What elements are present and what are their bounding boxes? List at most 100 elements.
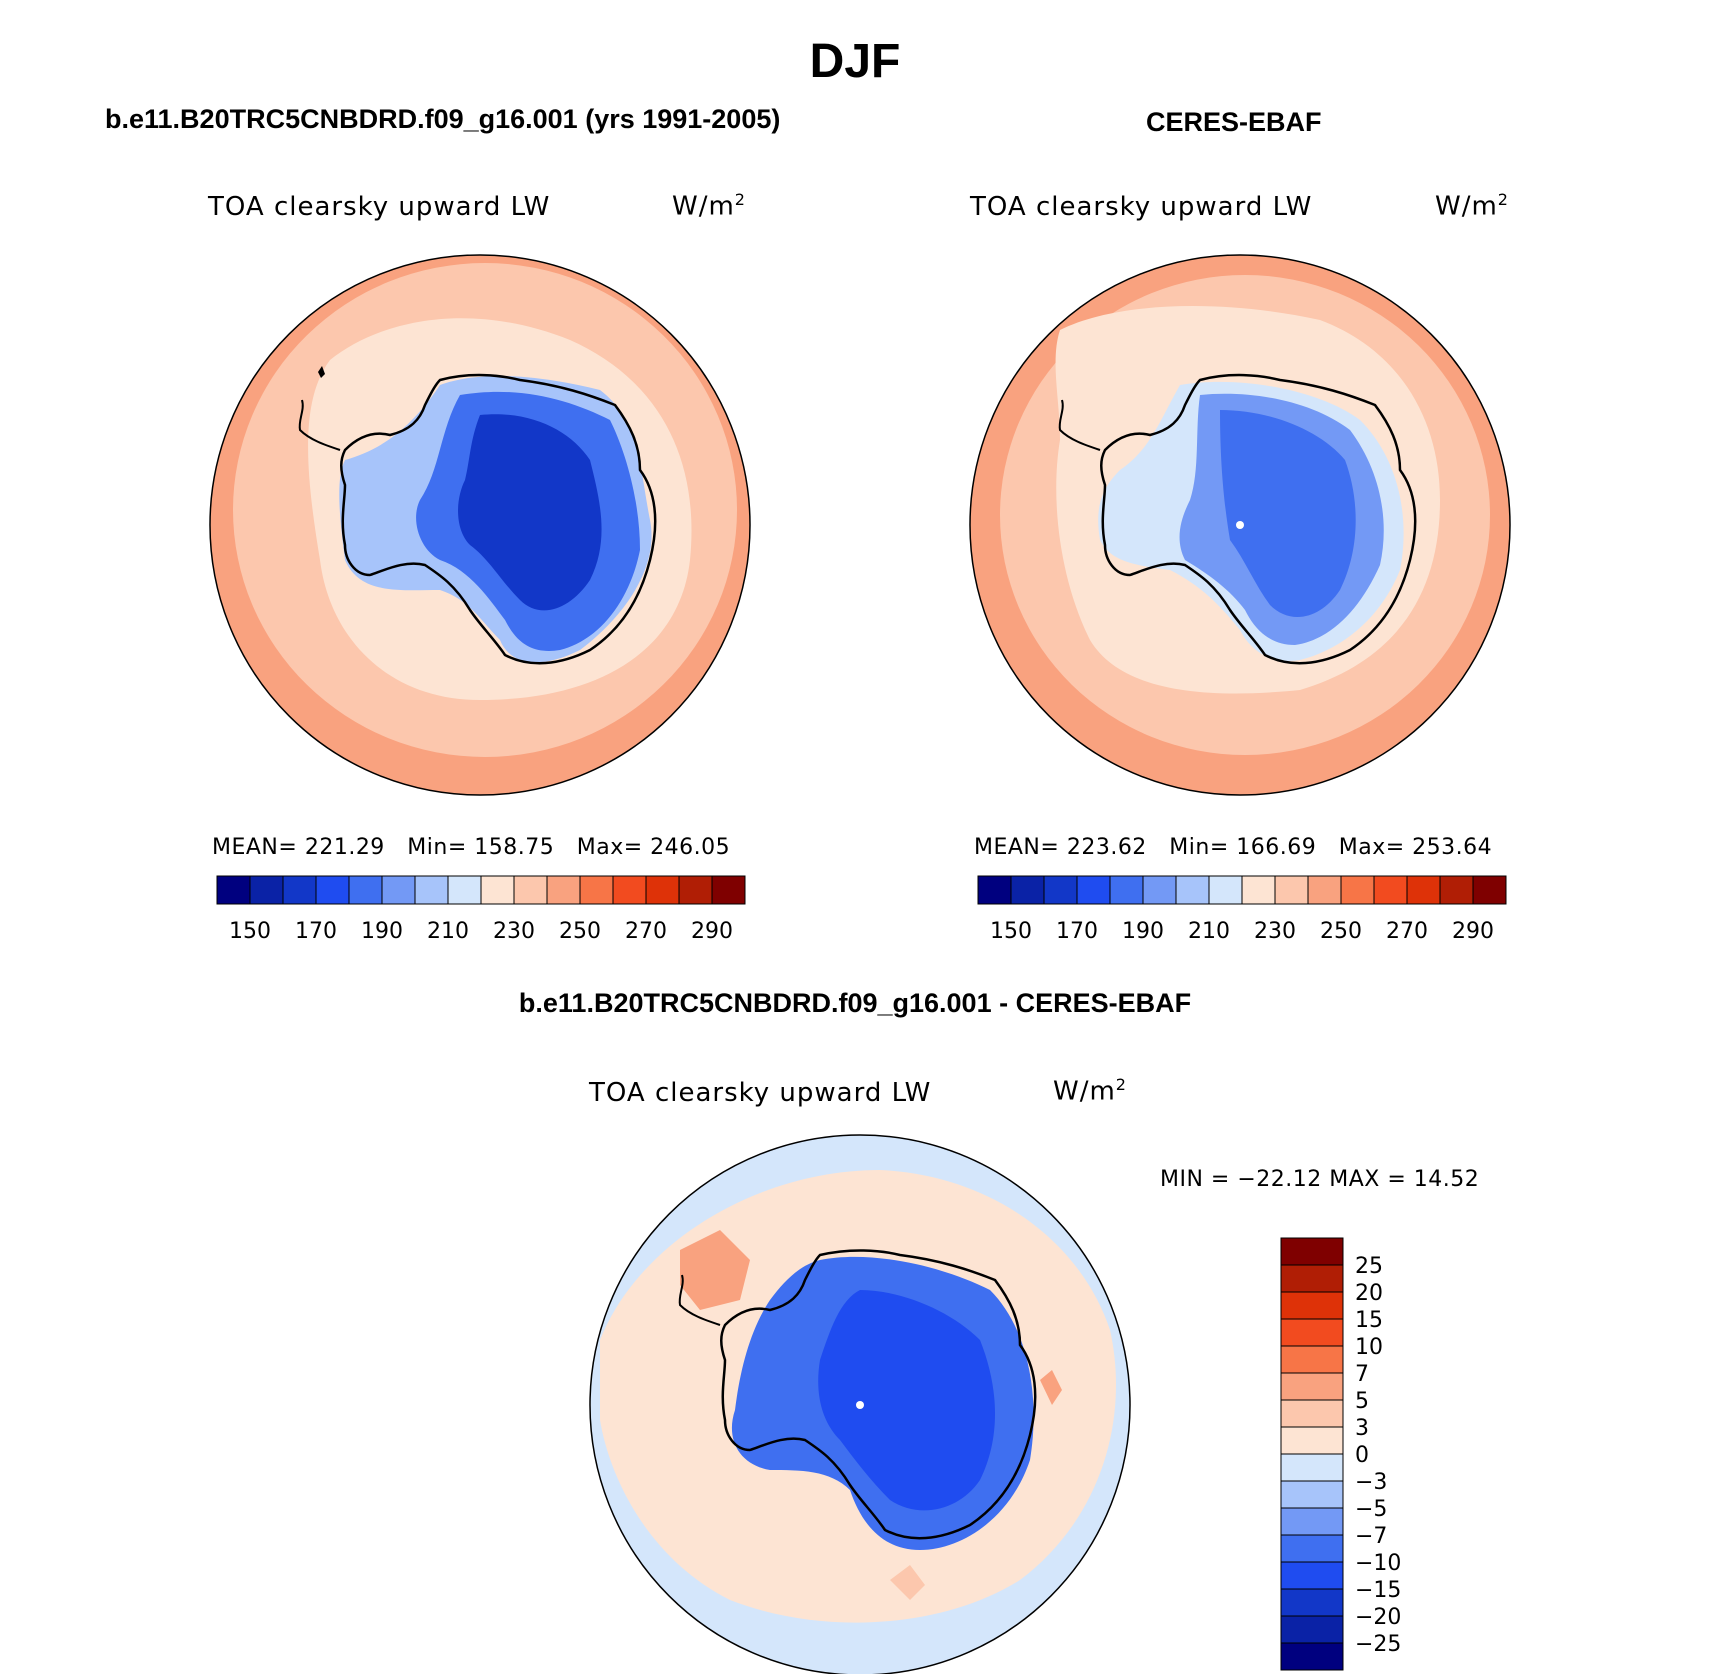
main-title: DJF [809,35,901,88]
model-colorbar-swatch [381,875,416,905]
diff-minmax: MIN = −22.12 MAX = 14.52 [1160,1167,1480,1192]
obs-colorbar: 150 170 190 210 230 250 270 290 [977,875,1507,944]
obs-colorbar-swatch [977,875,1012,905]
obs-colorbar-swatch [1208,875,1243,905]
model-colorbar-tick-label: 290 [691,919,733,944]
model-colorbar-swatch [645,875,680,905]
diff-colorbar-tick-label: −15 [1355,1578,1401,1603]
diff-colorbar-swatch [1280,1453,1344,1482]
obs-colorbar-tick-label: 170 [1056,919,1098,944]
model-colorbar-swatch [249,875,284,905]
obs-colorbar-swatch [1109,875,1144,905]
obs-colorbar-swatch [1010,875,1045,905]
model-colorbar-tick-label: 190 [361,919,403,944]
diff-colorbar-swatch [1280,1534,1344,1563]
model-colorbar-swatch [315,875,350,905]
diff-colorbar-swatch [1280,1372,1344,1401]
obs-panel-title: CERES-EBAF [1146,107,1322,137]
obs-colorbar-tick-label: 290 [1452,919,1494,944]
model-colorbar-swatch [678,875,713,905]
obs-colorbar-swatch [1175,875,1210,905]
model-variable-label: TOA clearsky upward LW [208,192,551,222]
diff-colorbar-swatch [1280,1345,1344,1374]
diff-colorbar-tick-label: −5 [1355,1497,1387,1522]
obs-colorbar-swatch [1406,875,1441,905]
model-units-label: W/m2 [672,190,746,222]
obs-colorbar-tick-label: 190 [1122,919,1164,944]
diff-colorbar-swatch [1280,1291,1344,1320]
diff-colorbar-swatch [1280,1237,1344,1266]
diff-colorbar-swatch [1280,1615,1344,1644]
diff-colorbar-tick-label: 0 [1355,1443,1369,1468]
diff-colorbar-tick-label: −10 [1355,1551,1401,1576]
model-colorbar-swatch [612,875,647,905]
model-colorbar-swatch [711,875,746,905]
diff-colorbar-tick-label: −3 [1355,1470,1387,1495]
model-colorbar-swatch [513,875,548,905]
diff-colorbar-tick-label: 3 [1355,1416,1369,1441]
model-colorbar-swatch [414,875,449,905]
obs-map-border [969,254,1511,796]
model-colorbar-swatch [447,875,482,905]
diff-colorbar-swatch [1280,1642,1344,1671]
obs-colorbar-swatch [1142,875,1177,905]
diff-colorbar-swatch [1280,1399,1344,1428]
diff-map [590,1135,1130,1674]
diff-map-border [589,1134,1131,1674]
obs-colorbar-swatch [1307,875,1342,905]
diff-colorbar-tick-label: −20 [1355,1605,1401,1630]
diff-colorbar-tick-label: 5 [1355,1389,1369,1414]
model-colorbar-swatch [546,875,581,905]
model-colorbar-swatch [579,875,614,905]
model-colorbar-tick-label: 210 [427,919,469,944]
diff-colorbar-swatch [1280,1480,1344,1509]
diff-colorbar-tick-label: 20 [1355,1281,1383,1306]
obs-map [970,255,1510,795]
model-colorbar: 150 170 190 210 230 250 270 290 [216,875,746,944]
model-colorbar-tick-label: 270 [625,919,667,944]
diff-colorbar-tick-label: 15 [1355,1308,1383,1333]
diff-colorbar-swatch [1280,1264,1344,1293]
obs-colorbar-swatch [1439,875,1474,905]
model-colorbar-tick-label: 230 [493,919,535,944]
model-colorbar-tick-label: 250 [559,919,601,944]
obs-variable-label: TOA clearsky upward LW [970,192,1313,222]
obs-colorbar-tick-label: 250 [1320,919,1362,944]
diff-colorbar-tick-label: 25 [1355,1254,1383,1279]
diff-colorbar-swatch [1280,1318,1344,1347]
obs-colorbar-swatch [1274,875,1309,905]
diff-variable-label: TOA clearsky upward LW [589,1078,932,1108]
obs-colorbar-tick-label: 150 [990,919,1032,944]
diff-colorbar-swatch [1280,1426,1344,1455]
model-colorbar-swatch [348,875,383,905]
obs-colorbar-tick-label: 270 [1386,919,1428,944]
obs-colorbar-swatch [1472,875,1507,905]
obs-colorbar-swatch [1076,875,1111,905]
diff-colorbar-swatch [1280,1561,1344,1590]
diff-panel-title: b.e11.B20TRC5CNBDRD.f09_g16.001 - CERES-… [518,988,1192,1018]
model-map [210,255,750,795]
obs-stats: MEAN= 223.62 Min= 166.69 Max= 253.64 [974,835,1493,860]
model-colorbar-swatch [216,875,251,905]
diff-colorbar-tick-label: −25 [1355,1632,1401,1657]
model-stats: MEAN= 221.29 Min= 158.75 Max= 246.05 [212,835,731,860]
model-colorbar-swatch [282,875,317,905]
diff-units-label: W/m2 [1053,1075,1127,1107]
diff-colorbar-swatch [1280,1507,1344,1536]
obs-units-label: W/m2 [1435,190,1509,222]
obs-colorbar-swatch [1373,875,1408,905]
model-colorbar-swatch [480,875,515,905]
model-map-border [209,254,751,796]
diff-colorbar-tick-label: −7 [1355,1524,1387,1549]
obs-colorbar-swatch [1241,875,1276,905]
diff-colorbar-swatch [1280,1588,1344,1617]
diff-colorbar-tick-label: 10 [1355,1335,1383,1360]
obs-colorbar-tick-label: 210 [1188,919,1230,944]
obs-colorbar-swatch [1340,875,1375,905]
model-colorbar-tick-label: 170 [295,919,337,944]
model-panel-title: b.e11.B20TRC5CNBDRD.f09_g16.001 (yrs 199… [105,104,781,134]
obs-colorbar-swatch [1043,875,1078,905]
diff-colorbar-tick-label: 7 [1355,1362,1369,1387]
